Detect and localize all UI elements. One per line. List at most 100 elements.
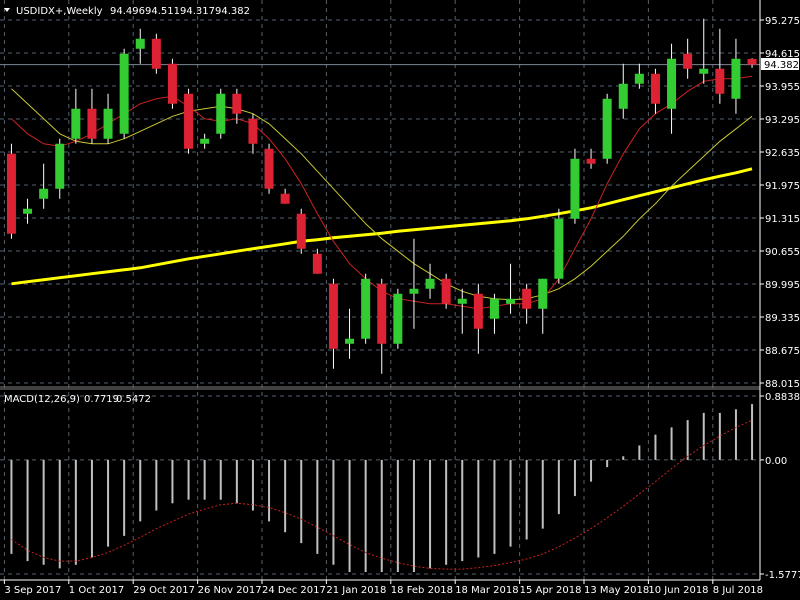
bearish-candle[interactable] bbox=[715, 28, 725, 104]
bullish-candle[interactable] bbox=[39, 163, 49, 209]
bullish-candle[interactable] bbox=[699, 18, 709, 84]
chart-header: USDIDX+,Weekly 94.496 94.511 94.317 94.3… bbox=[4, 6, 250, 17]
candle-body bbox=[23, 208, 33, 214]
collapse-triangle-icon[interactable] bbox=[4, 8, 10, 12]
bullish-candle[interactable] bbox=[71, 88, 81, 144]
ohlc-low: 94.317 bbox=[180, 6, 215, 17]
bullish-candle[interactable] bbox=[506, 263, 516, 314]
bullish-candle[interactable] bbox=[731, 38, 741, 114]
time-tick-label: 1 Oct 2017 bbox=[69, 585, 124, 596]
bullish-candle[interactable] bbox=[538, 278, 548, 334]
bullish-candle[interactable] bbox=[135, 28, 145, 64]
bullish-candle[interactable] bbox=[23, 198, 33, 224]
bullish-candle[interactable] bbox=[216, 88, 226, 139]
current-price-label: 94.382 bbox=[764, 60, 799, 71]
bullish-candle[interactable] bbox=[570, 148, 580, 224]
candle-body bbox=[119, 53, 129, 134]
bearish-candle[interactable] bbox=[264, 143, 274, 194]
macd-tick-label: 0.00 bbox=[765, 456, 787, 467]
price-tick-label: 88.675 bbox=[765, 346, 800, 357]
macd-signal-value: 0.5472 bbox=[116, 394, 151, 405]
bearish-candle[interactable] bbox=[522, 283, 532, 324]
price-axis[interactable]: 95.275 94.615 93.955 93.295 92.635 91.975 91.3… bbox=[760, 16, 800, 581]
ohlc-high: 94.511 bbox=[145, 6, 180, 17]
macd-tick-label: -1.5777 bbox=[765, 570, 800, 581]
candle-body bbox=[650, 73, 660, 104]
bullish-candle[interactable] bbox=[103, 93, 113, 144]
bullish-candle[interactable] bbox=[200, 133, 210, 149]
grid bbox=[0, 0, 760, 580]
candle-body bbox=[377, 283, 387, 344]
price-tick-label: 94.615 bbox=[765, 49, 800, 60]
bearish-candle[interactable] bbox=[377, 278, 387, 374]
bullish-candle[interactable] bbox=[425, 263, 435, 299]
candle-body bbox=[264, 148, 274, 189]
candle-body bbox=[216, 93, 226, 134]
time-tick-label: 13 May 2018 bbox=[584, 585, 649, 596]
time-tick-label: 18 Feb 2018 bbox=[391, 585, 453, 596]
price-tick-label: 93.955 bbox=[765, 82, 800, 93]
time-tick-label: 29 Oct 2017 bbox=[133, 585, 195, 596]
bearish-candle[interactable] bbox=[683, 38, 693, 79]
bearish-candle[interactable] bbox=[586, 148, 596, 169]
bearish-candle[interactable] bbox=[328, 278, 338, 369]
bullish-candle[interactable] bbox=[119, 48, 129, 139]
candle-body bbox=[473, 293, 483, 329]
bearish-candle[interactable] bbox=[280, 188, 290, 204]
candle-body bbox=[667, 58, 677, 109]
bullish-candle[interactable] bbox=[618, 63, 628, 119]
macd-main-value: 0.7719 bbox=[84, 394, 119, 405]
bullish-candle[interactable] bbox=[602, 93, 612, 164]
price-tick-label: 89.995 bbox=[765, 280, 800, 291]
bullish-candle[interactable] bbox=[554, 208, 564, 284]
candle-body bbox=[554, 218, 564, 279]
bearish-candle[interactable] bbox=[6, 143, 16, 239]
bearish-candle[interactable] bbox=[441, 273, 451, 309]
bearish-candle[interactable] bbox=[184, 88, 194, 154]
candle-body bbox=[312, 253, 322, 274]
time-tick-label: 15 Apr 2018 bbox=[520, 585, 582, 596]
bearish-candle[interactable] bbox=[151, 33, 161, 74]
bullish-candle[interactable] bbox=[55, 138, 65, 199]
bearish-candle[interactable] bbox=[473, 283, 483, 354]
candle-body bbox=[167, 63, 177, 104]
bearish-candle[interactable] bbox=[167, 58, 177, 109]
price-tick-label: 88.015 bbox=[765, 379, 800, 390]
candle-body bbox=[699, 68, 709, 74]
bearish-candle[interactable] bbox=[312, 248, 322, 274]
time-tick-label: 18 Mar 2018 bbox=[455, 585, 518, 596]
bullish-candle[interactable] bbox=[667, 43, 677, 134]
bullish-candle[interactable] bbox=[345, 308, 355, 359]
price-tick-label: 92.635 bbox=[765, 148, 800, 159]
bullish-candle[interactable] bbox=[634, 63, 644, 89]
current-price-box bbox=[761, 58, 799, 70]
bearish-candle[interactable] bbox=[232, 88, 242, 124]
time-axis[interactable]: 3 Sep 2017 1 Oct 2017 29 Oct 2017 26 Nov 20… bbox=[3, 580, 763, 596]
bearish-candle[interactable] bbox=[650, 68, 660, 114]
bearish-candle[interactable] bbox=[296, 208, 306, 254]
bullish-candle[interactable] bbox=[361, 273, 371, 344]
candle-body bbox=[280, 193, 290, 204]
candle-body bbox=[441, 278, 451, 304]
bullish-candle[interactable] bbox=[393, 288, 403, 349]
price-tick-label: 89.335 bbox=[765, 313, 800, 324]
bearish-candle[interactable] bbox=[747, 58, 757, 68]
candle-body bbox=[55, 143, 65, 189]
bullish-candle[interactable] bbox=[409, 238, 419, 329]
bearish-candle[interactable] bbox=[87, 88, 97, 144]
price-tick-label: 95.275 bbox=[765, 16, 800, 27]
candle-body bbox=[6, 153, 16, 234]
bearish-candle[interactable] bbox=[248, 113, 258, 154]
bullish-candle[interactable] bbox=[489, 293, 499, 334]
candle-body bbox=[103, 108, 113, 139]
candle-body bbox=[345, 338, 355, 344]
bullish-candle[interactable] bbox=[457, 288, 467, 334]
candle-body bbox=[361, 278, 371, 339]
candle-body bbox=[634, 73, 644, 84]
ohlc-open: 94.496 bbox=[110, 6, 145, 17]
time-tick-label: 21 Jan 2018 bbox=[326, 585, 386, 596]
candles[interactable] bbox=[6, 18, 757, 374]
moving-average-line-ma-mid bbox=[11, 88, 753, 301]
moving-average-line-ma-slow bbox=[11, 167, 753, 286]
